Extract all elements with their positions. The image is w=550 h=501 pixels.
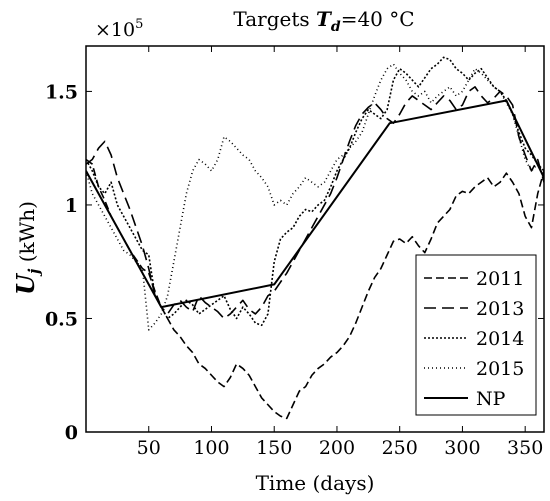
x-tick-label: 350 [507,437,543,459]
legend-label-2013: 2013 [476,298,524,320]
legend-label-2011: 2011 [476,268,524,290]
y-tick-label: 1.5 [45,81,78,103]
series-line-np [86,99,544,309]
y-tick-label: 0 [65,422,78,444]
y-axis-sub: j [25,268,43,277]
y-multiplier-base: ×10 [95,19,135,41]
legend-box [415,254,537,416]
chart-title-suffix: =40 °C [341,7,415,31]
x-tick-label: 50 [137,437,161,459]
chart-title: Targets Td=40 °C [233,7,414,35]
x-tick-label: 100 [193,437,229,459]
legend-label-2014: 2014 [476,328,524,350]
y-axis-var: U [11,272,40,295]
legend-items: 2011 2013 2014 2015 NP [424,268,524,410]
series-layer [86,56,544,420]
x-tick-label: 200 [319,437,355,459]
y-multiplier: ×105 [95,17,143,41]
y-multiplier-exp: 5 [135,17,143,32]
y-tick-label: 0.5 [45,308,78,330]
chart-title-var: T [316,7,333,31]
legend: 2011 2013 2014 2015 NP [415,254,537,416]
legend-label-2015: 2015 [476,358,524,380]
chart-title-prefix: Targets [233,7,316,31]
series-line-2014 [86,56,544,327]
series-line-2015 [86,63,544,331]
series-line-2013 [86,86,544,320]
plot-frame [85,45,545,433]
chart-title-sub: d [331,19,341,35]
legend-label-np: NP [476,388,506,410]
y-axis-unit: (kWh) [15,201,39,269]
y-tick-label: 1 [65,195,78,217]
x-tick-label: 300 [444,437,480,459]
x-tick-label: 250 [382,437,418,459]
ticks-layer: 50 100 150 200 250 300 350 0 0.5 1 1.5 [45,46,544,459]
y-axis-label: Uj (kWh) [11,201,43,295]
x-axis-label: Time (days) [256,471,375,495]
x-tick-label: 150 [256,437,292,459]
